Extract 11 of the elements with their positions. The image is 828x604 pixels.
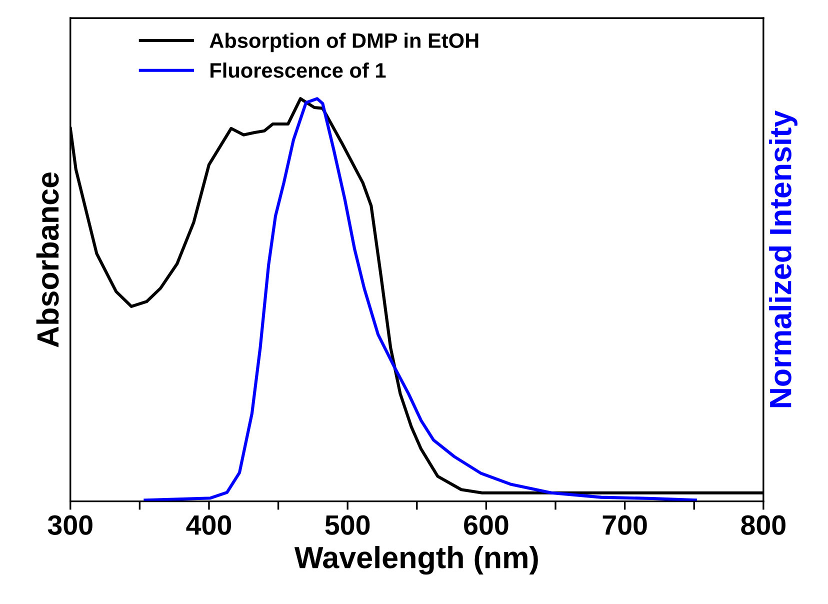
x-tick-label: 500 <box>325 515 370 535</box>
x-tick-label: 800 <box>741 515 786 535</box>
x-tick-label: 300 <box>48 515 92 535</box>
legend-label: Fluorescence of 1 <box>210 62 386 78</box>
x-tick-label: 600 <box>464 515 508 535</box>
x-axis-title: Wavelength (nm) <box>294 546 538 575</box>
y2-axis-title: Normalized Intensity <box>768 110 798 408</box>
y-axis-title: Absorbance <box>36 172 59 348</box>
legend-label: Absorption of DMP in EtOH <box>210 32 478 52</box>
x-tick-label: 700 <box>602 515 647 535</box>
x-tick-label: 400 <box>186 515 232 535</box>
